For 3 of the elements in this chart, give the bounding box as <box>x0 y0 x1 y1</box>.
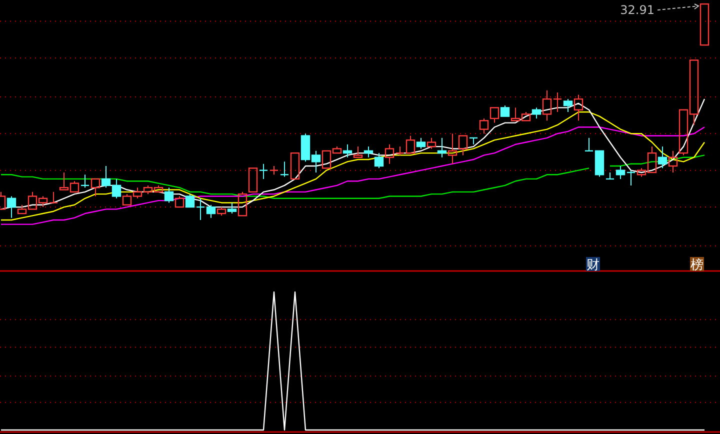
text: 榜 <box>690 258 704 273</box>
annotation: 32.91 <box>620 3 654 17</box>
text: 财 <box>586 258 600 273</box>
